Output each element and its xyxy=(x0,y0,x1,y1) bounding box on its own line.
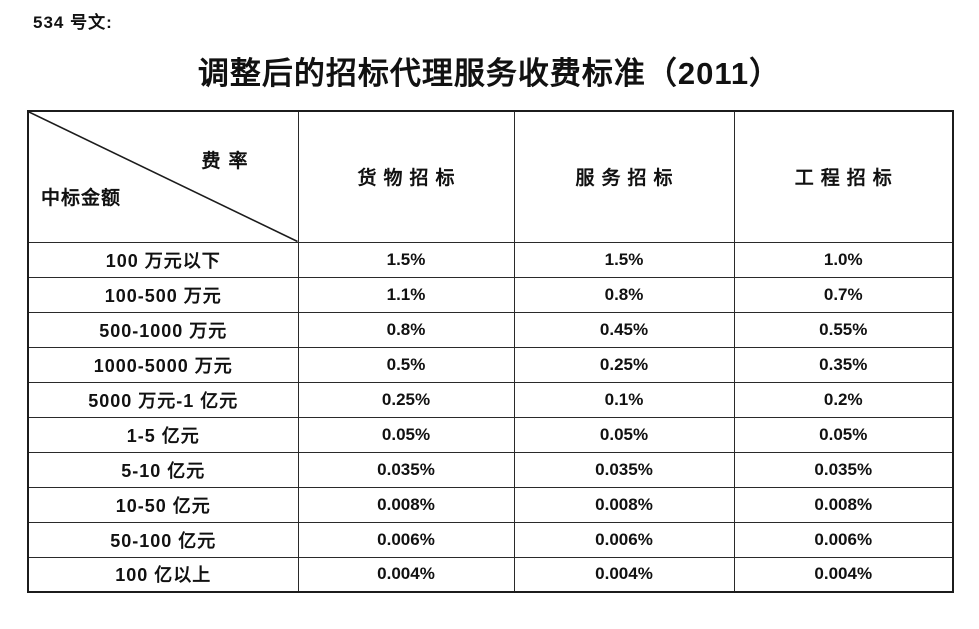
header-row: 费率 中标金额 货物招标 服务招标 工程招标 xyxy=(27,110,954,243)
row-label-amount-tier: 100 万元以下 xyxy=(27,241,299,278)
row-label-amount-tier: 5000 万元-1 亿元 xyxy=(27,381,299,418)
fee-rate-value: 0.008% xyxy=(513,486,735,523)
fee-rate-value: 0.035% xyxy=(297,451,515,488)
table-body: 100 万元以下 1.5% 1.5% 1.0% 100-500 万元 1.1% 0.8% 0.… xyxy=(27,241,954,593)
fee-rate-value: 0.006% xyxy=(297,521,515,558)
corner-rate-label: 费率 xyxy=(201,151,256,172)
table-row: 1-5 亿元 0.05% 0.05% 0.05% xyxy=(27,416,954,453)
fee-rate-value: 0.004% xyxy=(513,556,735,593)
doc-number-label: 534 号文: xyxy=(33,13,113,32)
row-label-amount-tier: 1000-5000 万元 xyxy=(27,346,299,383)
page-title: 调整后的招标代理服务收费标准（2011） xyxy=(197,56,782,91)
fee-rate-value: 1.5% xyxy=(297,241,515,278)
fee-rate-value: 0.1% xyxy=(513,381,735,418)
fee-rate-value: 1.1% xyxy=(297,276,515,313)
fee-rate-value: 0.25% xyxy=(513,346,735,383)
fee-rate-value: 0.25% xyxy=(297,381,515,418)
fee-rate-value: 0.8% xyxy=(297,311,515,348)
fee-rate-value: 0.008% xyxy=(297,486,515,523)
table-row: 5000 万元-1 亿元 0.25% 0.1% 0.2% xyxy=(27,381,954,418)
corner-header-cell: 费率 中标金额 xyxy=(27,110,299,243)
fee-rate-value: 0.035% xyxy=(733,451,954,488)
table-row: 100 亿以上 0.004% 0.004% 0.004% xyxy=(27,556,954,593)
row-label-amount-tier: 100-500 万元 xyxy=(27,276,299,313)
corner-amount-label: 中标金额 xyxy=(41,187,122,209)
table-row: 100-500 万元 1.1% 0.8% 0.7% xyxy=(27,276,954,313)
fee-rate-value: 1.5% xyxy=(513,241,735,278)
row-label-amount-tier: 1-5 亿元 xyxy=(27,416,299,453)
fee-rate-value: 1.0% xyxy=(733,241,954,278)
diagonal-divider-line xyxy=(29,112,298,242)
row-label-amount-tier: 500-1000 万元 xyxy=(27,311,299,348)
row-label-amount-tier: 50-100 亿元 xyxy=(27,521,299,558)
row-label-amount-tier: 100 亿以上 xyxy=(27,556,299,593)
column-header-goods: 货物招标 xyxy=(297,110,515,243)
fee-rate-value: 0.05% xyxy=(297,416,515,453)
column-header-services: 服务招标 xyxy=(513,110,735,243)
fee-rate-value: 0.006% xyxy=(733,521,954,558)
table-row: 100 万元以下 1.5% 1.5% 1.0% xyxy=(27,241,954,278)
fee-rate-value: 0.5% xyxy=(297,346,515,383)
table-row: 50-100 亿元 0.006% 0.006% 0.006% xyxy=(27,521,954,558)
fee-rate-value: 0.05% xyxy=(733,416,954,453)
fee-rate-value: 0.004% xyxy=(733,556,954,593)
row-label-amount-tier: 5-10 亿元 xyxy=(27,451,299,488)
fee-rate-value: 0.8% xyxy=(513,276,735,313)
fee-rate-value: 0.006% xyxy=(513,521,735,558)
fee-rate-value: 0.05% xyxy=(513,416,735,453)
fee-rate-table: 费率 中标金额 货物招标 服务招标 工程招标 100 万元以下 1.5% 1.5% 1… xyxy=(27,110,954,593)
fee-rate-value: 0.2% xyxy=(733,381,954,418)
fee-rate-value: 0.004% xyxy=(297,556,515,593)
fee-rate-value: 0.035% xyxy=(513,451,735,488)
table-row: 1000-5000 万元 0.5% 0.25% 0.35% xyxy=(27,346,954,383)
row-label-amount-tier: 10-50 亿元 xyxy=(27,486,299,523)
table-row: 5-10 亿元 0.035% 0.035% 0.035% xyxy=(27,451,954,488)
fee-rate-value: 0.7% xyxy=(733,276,954,313)
table-row: 500-1000 万元 0.8% 0.45% 0.55% xyxy=(27,311,954,348)
table-row: 10-50 亿元 0.008% 0.008% 0.008% xyxy=(27,486,954,523)
column-header-engineering: 工程招标 xyxy=(733,110,954,243)
fee-rate-value: 0.008% xyxy=(733,486,954,523)
fee-rate-value: 0.45% xyxy=(513,311,735,348)
fee-rate-value: 0.55% xyxy=(733,311,954,348)
fee-rate-value: 0.35% xyxy=(733,346,954,383)
